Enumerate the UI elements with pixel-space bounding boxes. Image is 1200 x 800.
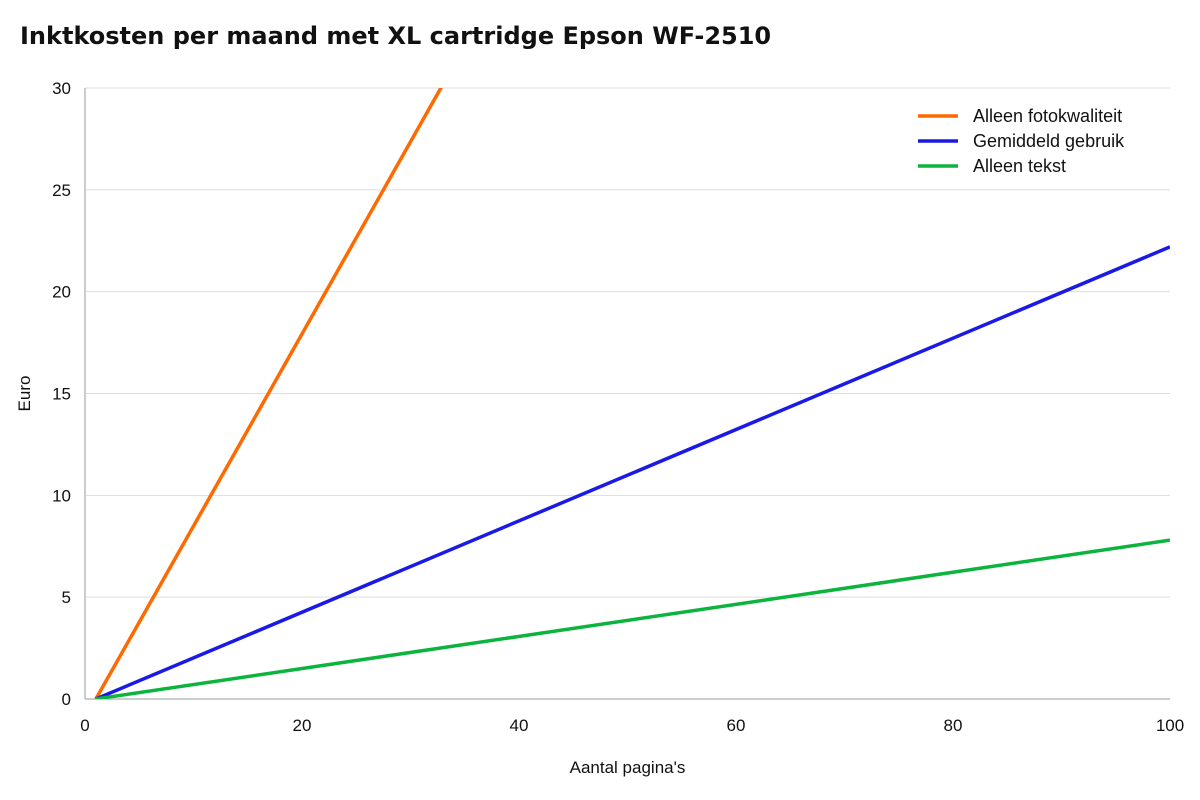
legend-label: Alleen tekst xyxy=(973,156,1066,176)
x-tick-label: 60 xyxy=(727,716,746,735)
series-line-1 xyxy=(95,245,1170,699)
y-tick-label: 25 xyxy=(52,181,71,200)
y-axis-label: Euro xyxy=(15,376,34,412)
y-tick-label: 10 xyxy=(52,486,71,505)
y-tick-label: 30 xyxy=(52,79,71,98)
x-tick-label: 20 xyxy=(293,716,312,735)
legend-label: Alleen fotokwaliteit xyxy=(973,106,1122,126)
y-tick-label: 20 xyxy=(52,283,71,302)
series-line-2 xyxy=(95,538,1170,699)
y-tick-label: 15 xyxy=(52,385,71,404)
x-axis-label: Aantal pagina's xyxy=(570,758,686,777)
y-tick-label: 5 xyxy=(62,588,71,607)
x-tick-label: 0 xyxy=(80,716,89,735)
x-tick-label: 100 xyxy=(1156,716,1184,735)
x-tick-label: 40 xyxy=(510,716,529,735)
legend-label: Gemiddeld gebruik xyxy=(973,131,1125,151)
chart-title: Inktkosten per maand met XL cartridge Ep… xyxy=(20,22,772,50)
series-line-0 xyxy=(94,88,443,699)
y-tick-label: 0 xyxy=(62,690,71,709)
x-tick-label: 80 xyxy=(944,716,963,735)
